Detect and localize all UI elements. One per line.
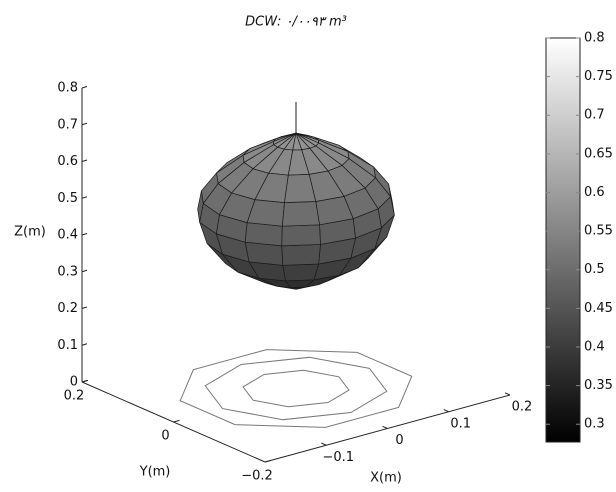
z-tick <box>81 306 88 309</box>
x-tick <box>504 392 511 396</box>
chart-title: DCW: ۰/۰۰۹۳ m³ <box>245 15 347 30</box>
x-tick <box>321 442 327 446</box>
colorbar-tick-label: 0.7 <box>584 108 605 123</box>
x-tick-label: 0.2 <box>512 400 533 415</box>
z-tick <box>81 233 88 236</box>
z-tick <box>81 122 88 126</box>
z-tick-label: 0.7 <box>57 117 78 132</box>
z-tick <box>81 343 88 346</box>
x-axis-label: X(m) <box>370 471 402 486</box>
colorbar-tick-label: 0.65 <box>584 146 613 161</box>
y-tick-label: 0.2 <box>64 389 85 404</box>
x-tick <box>443 409 449 413</box>
z-tick-label: 0.3 <box>57 264 78 279</box>
z-tick-label: 0.1 <box>57 338 78 353</box>
colorbar-tick-label: 0.6 <box>584 185 605 200</box>
z-axis-label: Z(m) <box>14 225 46 240</box>
colorbar <box>545 37 581 443</box>
floor-contour <box>179 349 413 428</box>
floor-contour <box>204 356 388 421</box>
z-tick-label: 0.5 <box>57 191 78 206</box>
y-tick <box>81 379 89 383</box>
x-tick-label: −0.1 <box>322 450 354 465</box>
z-tick-label: 0.8 <box>57 81 78 96</box>
z-tick-label: 0 <box>70 375 78 390</box>
surface-face <box>282 263 320 282</box>
z-tick <box>81 196 88 199</box>
y-tick <box>173 419 180 423</box>
z-tick <box>81 159 88 162</box>
x-tick-label: 0.1 <box>450 416 471 431</box>
y-tick-label: 0 <box>161 429 169 444</box>
z-tick <box>81 86 88 89</box>
surface-face <box>281 224 321 247</box>
colorbar-tick-label: 0.35 <box>584 378 613 393</box>
colorbar-tick-label: 0.45 <box>584 301 613 316</box>
colorbar-tick-label: 0.5 <box>584 262 605 277</box>
surface-face <box>281 244 321 266</box>
y-axis-label: Y(m) <box>139 465 171 480</box>
y-tick <box>264 459 272 463</box>
surface-face <box>281 201 320 227</box>
colorbar-tick-label: 0.3 <box>584 417 605 432</box>
colorbar-tick-label: 0.75 <box>584 69 613 84</box>
z-tick-label: 0.6 <box>57 154 78 169</box>
colorbar-tick-label: 0.4 <box>584 339 605 354</box>
floor-contour <box>242 369 350 408</box>
surface-face <box>244 222 283 247</box>
surface-face <box>284 174 317 204</box>
z-tick-label: 0.4 <box>57 228 78 243</box>
colorbar-tick-label: 0.55 <box>584 224 613 239</box>
z-tick <box>81 269 88 273</box>
x-tick <box>382 425 388 429</box>
colorbar-tick-label: 0.8 <box>584 31 605 46</box>
x-tick-label: 0 <box>395 433 403 448</box>
y-tick-label: −0.2 <box>241 469 273 484</box>
z-tick-label: 0.2 <box>57 301 78 316</box>
